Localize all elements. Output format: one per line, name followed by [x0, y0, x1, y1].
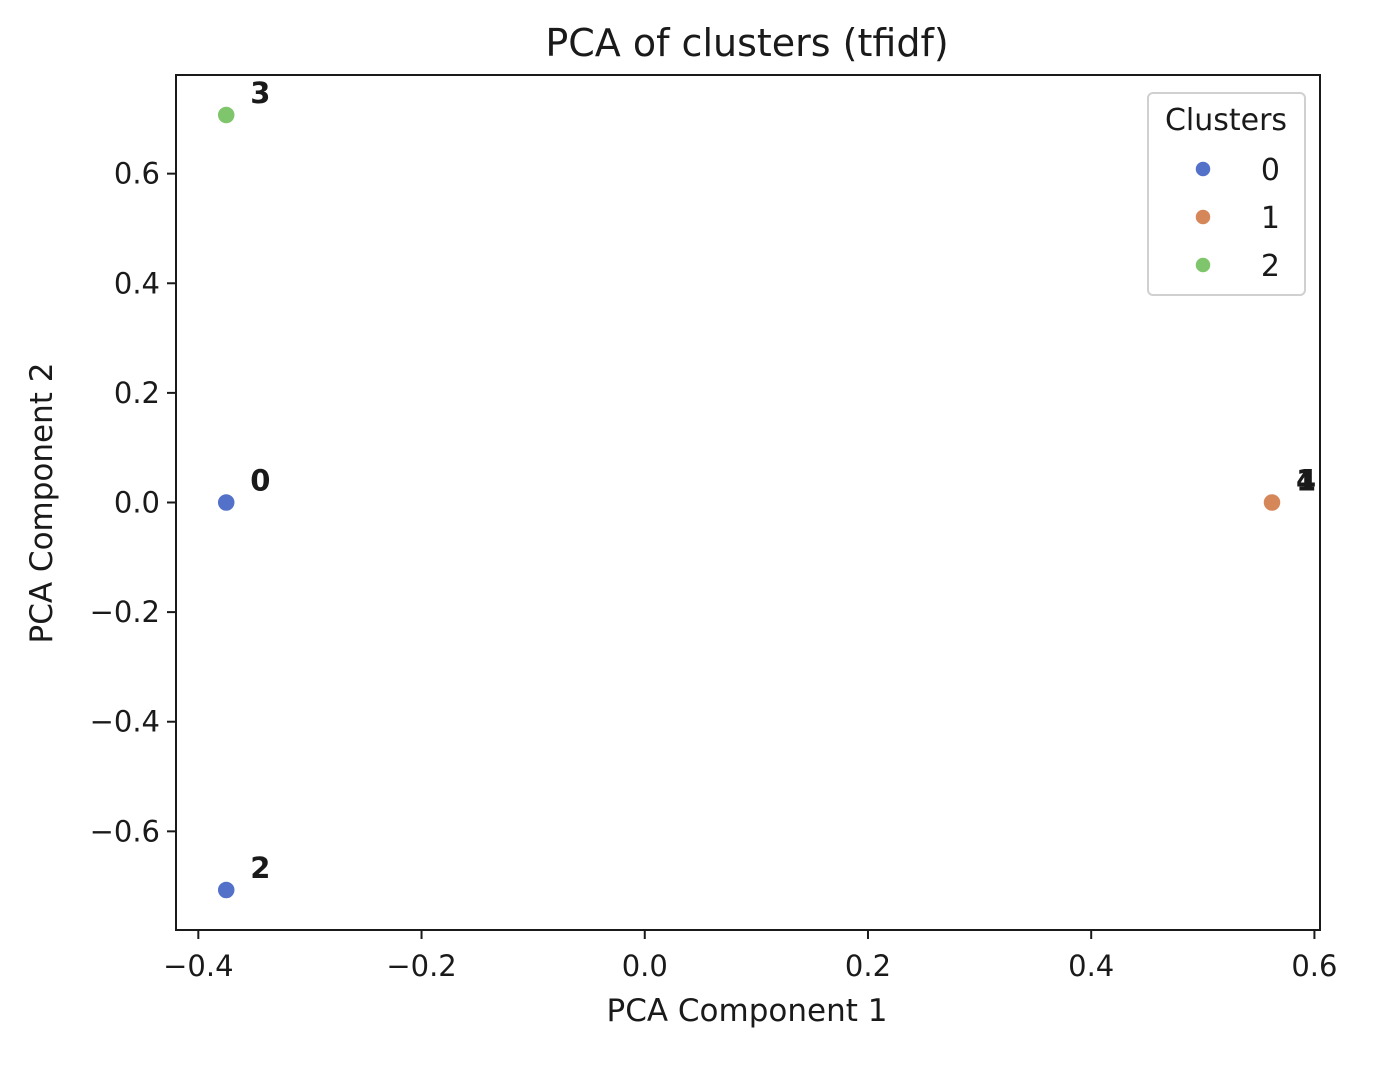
x-axis-ticks: −0.4 −0.2 0.0 0.2 0.4 0.6 [163, 930, 1337, 983]
x-tick-label: 0.0 [622, 949, 668, 983]
y-tick-label: 0.2 [114, 376, 160, 410]
legend-marker [1194, 256, 1212, 274]
x-tick-label: 0.2 [845, 949, 891, 983]
legend-entry-label: 0 [1261, 153, 1280, 188]
y-tick-label: 0.4 [114, 266, 160, 300]
legend-marker [1194, 208, 1212, 226]
legend-marker [1194, 160, 1212, 178]
y-axis-label: PCA Component 2 [24, 363, 60, 644]
data-point [216, 105, 236, 125]
y-tick-label: 0.6 [114, 157, 160, 191]
legend-frame [1147, 92, 1306, 296]
legend-entries: 0 1 2 [1194, 153, 1280, 284]
chart-title: PCA of clusters (tfidf) [545, 21, 948, 65]
y-tick-label: −0.4 [90, 705, 160, 739]
legend-title: Clusters [1165, 103, 1287, 138]
y-tick-label: −0.6 [90, 814, 160, 848]
data-point [1262, 492, 1282, 513]
y-axis-ticks: −0.6 −0.4 −0.2 0.0 0.2 0.4 0.6 [90, 157, 176, 848]
y-tick-label: −0.2 [90, 595, 160, 629]
legend-entry-label: 2 [1261, 249, 1280, 284]
y-tick-label: 0.0 [114, 486, 160, 520]
data-point-label: 1 [1296, 464, 1316, 498]
legend-entry-label: 1 [1261, 201, 1280, 236]
data-point-label: 4 [1296, 464, 1316, 498]
data-point-label: 2 [250, 851, 270, 885]
x-axis-label: PCA Component 1 [607, 993, 888, 1029]
x-tick-label: −0.4 [163, 949, 233, 983]
x-tick-label: −0.2 [386, 949, 456, 983]
x-tick-label: 0.4 [1068, 949, 1114, 983]
data-points [216, 105, 1282, 900]
legend: Clusters 0 1 2 [1147, 92, 1306, 296]
data-point-label: 3 [250, 76, 270, 110]
data-point [216, 880, 236, 900]
x-tick-label: 0.6 [1291, 949, 1337, 983]
data-point [216, 492, 236, 513]
data-point-label: 0 [250, 464, 270, 498]
